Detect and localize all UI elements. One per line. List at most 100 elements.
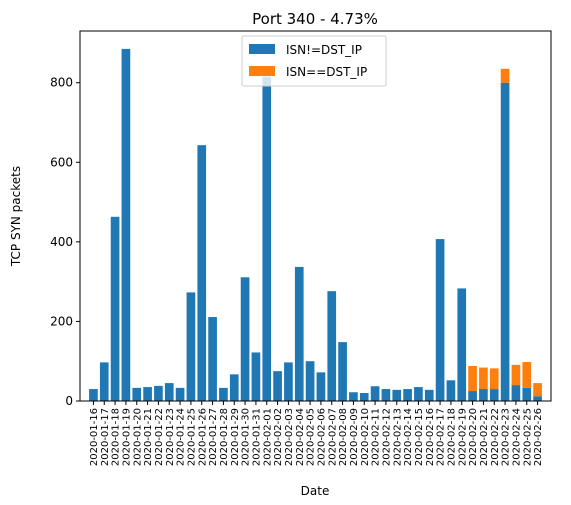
bar-isn-not-equal-2020-01-22 <box>154 386 163 401</box>
bar-isn-not-equal-2020-01-18 <box>111 217 120 401</box>
x-tick-label: 2020-02-08 <box>338 408 349 466</box>
bar-isn-not-equal-2020-01-16 <box>89 389 98 401</box>
bar-isn-equal-2020-02-21 <box>479 368 488 389</box>
bar-isn-not-equal-2020-02-10 <box>360 393 369 401</box>
x-tick-label: 2020-02-03 <box>284 408 295 466</box>
bar-isn-not-equal-2020-02-26 <box>533 396 542 401</box>
bar-isn-not-equal-2020-02-19 <box>457 288 466 401</box>
legend-swatch-isn-not-equal <box>249 44 275 54</box>
bar-isn-not-equal-2020-02-04 <box>295 267 304 401</box>
bar-isn-not-equal-2020-01-23 <box>165 383 174 401</box>
bar-isn-not-equal-2020-02-03 <box>284 362 293 401</box>
legend: ISN!=DST_IP ISN==DST_IP <box>242 36 386 86</box>
bar-isn-not-equal-2020-01-17 <box>100 362 109 401</box>
x-tick-label: 2020-02-19 <box>457 408 468 466</box>
bar-isn-not-equal-2020-01-21 <box>143 387 152 401</box>
x-tick-label: 2020-01-28 <box>219 408 230 466</box>
x-tick-label: 2020-02-07 <box>327 408 338 466</box>
bar-isn-not-equal-2020-01-30 <box>241 277 250 401</box>
bar-isn-not-equal-2020-02-01 <box>262 77 271 401</box>
x-tick-label: 2020-02-09 <box>349 408 360 466</box>
bars-group <box>89 49 542 401</box>
y-axis: 0 200 400 600 800 <box>50 76 80 408</box>
bar-isn-not-equal-2020-02-15 <box>414 387 423 401</box>
bar-isn-equal-2020-02-25 <box>522 362 531 388</box>
x-tick-label: 2020-02-24 <box>511 408 522 466</box>
x-tick-label: 2020-02-23 <box>501 408 512 466</box>
y-axis-label: TCP SYN packets <box>9 166 23 267</box>
x-tick-label: 2020-02-22 <box>490 408 501 466</box>
x-tick-label: 2020-01-31 <box>251 408 262 466</box>
bar-isn-not-equal-2020-01-28 <box>219 388 228 401</box>
bar-isn-not-equal-2020-02-18 <box>447 380 456 401</box>
x-axis-label: Date <box>301 484 330 498</box>
y-tick-label: 200 <box>50 314 73 328</box>
bar-isn-not-equal-2020-02-06 <box>317 372 326 401</box>
bar-isn-not-equal-2020-02-24 <box>512 385 521 401</box>
bar-isn-not-equal-2020-01-31 <box>252 352 261 401</box>
y-tick-label: 0 <box>65 394 73 408</box>
x-tick-label: 2020-01-22 <box>154 408 165 466</box>
bar-isn-not-equal-2020-02-17 <box>436 239 445 401</box>
legend-swatch-isn-equal <box>249 66 275 76</box>
legend-label-isn-not-equal: ISN!=DST_IP <box>286 43 362 57</box>
x-tick-label: 2020-01-27 <box>208 408 219 466</box>
x-tick-label: 2020-02-21 <box>479 408 490 466</box>
bar-isn-not-equal-2020-02-16 <box>425 390 434 401</box>
bar-isn-not-equal-2020-01-27 <box>208 317 217 401</box>
x-tick-label: 2020-01-18 <box>111 408 122 466</box>
x-tick-label: 2020-02-18 <box>446 408 457 466</box>
x-tick-label: 2020-02-05 <box>306 408 317 466</box>
bar-isn-not-equal-2020-02-02 <box>273 371 282 401</box>
y-tick-label: 600 <box>50 155 73 169</box>
bar-isn-equal-2020-02-24 <box>512 365 521 385</box>
bar-isn-not-equal-2020-01-24 <box>176 388 185 401</box>
bar-isn-not-equal-2020-02-12 <box>382 389 391 401</box>
bar-isn-not-equal-2020-02-08 <box>338 342 347 401</box>
bar-isn-not-equal-2020-02-23 <box>501 83 510 401</box>
x-tick-label: 2020-02-26 <box>533 408 544 466</box>
x-tick-label: 2020-01-30 <box>241 408 252 466</box>
bar-isn-not-equal-2020-02-25 <box>522 388 531 401</box>
bar-isn-equal-2020-02-26 <box>533 383 542 396</box>
x-tick-label: 2020-02-02 <box>273 408 284 466</box>
bar-isn-not-equal-2020-01-20 <box>132 388 141 401</box>
x-tick-label: 2020-01-17 <box>100 408 111 466</box>
x-tick-label: 2020-02-12 <box>381 408 392 466</box>
x-tick-label: 2020-02-17 <box>436 408 447 466</box>
bar-isn-equal-2020-02-22 <box>490 368 499 389</box>
x-tick-label: 2020-02-16 <box>425 408 436 466</box>
bar-isn-equal-2020-02-20 <box>468 366 477 391</box>
x-tick-label: 2020-01-25 <box>186 408 197 466</box>
x-tick-label: 2020-02-01 <box>262 408 273 466</box>
bar-isn-not-equal-2020-02-11 <box>371 386 380 401</box>
x-tick-label: 2020-02-11 <box>371 408 382 466</box>
x-tick-label: 2020-02-04 <box>295 408 306 466</box>
bar-isn-not-equal-2020-02-21 <box>479 389 488 401</box>
bar-isn-not-equal-2020-02-20 <box>468 391 477 401</box>
bar-isn-not-equal-2020-02-13 <box>392 390 401 401</box>
legend-label-isn-equal: ISN==DST_IP <box>286 65 367 79</box>
x-tick-label: 2020-01-21 <box>143 408 154 466</box>
x-tick-label: 2020-02-15 <box>414 408 425 466</box>
bar-isn-not-equal-2020-02-07 <box>327 291 336 401</box>
x-tick-label: 2020-01-26 <box>197 408 208 466</box>
x-tick-label: 2020-02-25 <box>522 408 533 466</box>
x-tick-label: 2020-02-10 <box>360 408 371 466</box>
bar-isn-not-equal-2020-01-25 <box>187 292 196 401</box>
chart-title: Port 340 - 4.73% <box>252 10 378 28</box>
x-tick-label: 2020-01-23 <box>165 408 176 466</box>
bar-isn-not-equal-2020-01-26 <box>197 145 206 401</box>
x-tick-label: 2020-01-20 <box>132 408 143 466</box>
bar-isn-not-equal-2020-02-09 <box>349 392 358 401</box>
bar-isn-not-equal-2020-01-19 <box>122 49 131 401</box>
x-axis: 2020-01-16 2020-01-17 2020-01-18 2020-01-19… <box>89 401 544 466</box>
x-tick-label: 2020-02-13 <box>392 408 403 466</box>
y-tick-label: 800 <box>50 76 73 90</box>
x-tick-label: 2020-01-19 <box>121 408 132 466</box>
x-tick-label: 2020-02-20 <box>468 408 479 466</box>
x-tick-label: 2020-01-24 <box>176 408 187 466</box>
x-tick-label: 2020-02-14 <box>403 408 414 466</box>
x-tick-label: 2020-01-29 <box>230 408 241 466</box>
y-tick-label: 400 <box>50 235 73 249</box>
